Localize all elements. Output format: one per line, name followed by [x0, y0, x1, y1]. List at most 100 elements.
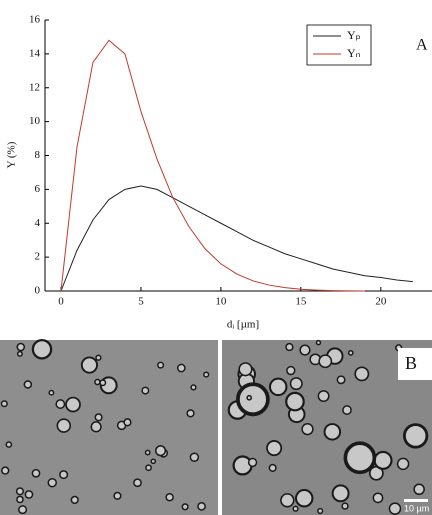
- droplet: [176, 363, 186, 373]
- droplet: [95, 354, 102, 361]
- droplet: [285, 342, 294, 352]
- droplet: [285, 391, 305, 412]
- droplet: [232, 455, 253, 476]
- droplet: [203, 371, 210, 378]
- x-tick-label: 0: [58, 296, 64, 308]
- droplet: [186, 409, 195, 418]
- droplet: [24, 490, 34, 499]
- droplet: [318, 354, 333, 369]
- droplet: [16, 350, 23, 357]
- droplet: [31, 468, 41, 478]
- legend-label: Yₙ: [347, 46, 361, 60]
- series-line: [60, 185, 413, 292]
- droplet: [16, 342, 26, 352]
- y-tick-label: 10: [29, 115, 41, 127]
- droplet: [301, 422, 314, 436]
- y-tick-label: 2: [35, 251, 41, 263]
- droplet: [70, 495, 79, 505]
- droplet: [90, 421, 102, 433]
- droplet: [141, 386, 150, 395]
- droplet: [317, 507, 324, 515]
- droplet: [65, 396, 81, 413]
- droplet: [388, 502, 402, 515]
- droplet: [402, 423, 429, 449]
- droplet: [47, 477, 57, 488]
- panel-label-box: [398, 348, 432, 380]
- droplet: [150, 458, 157, 465]
- droplet: [396, 457, 410, 471]
- droplet: [23, 380, 33, 389]
- droplet: [292, 505, 299, 512]
- droplet: [331, 484, 350, 503]
- droplet: [246, 394, 253, 401]
- legend-box: [306, 24, 372, 66]
- droplet: [373, 450, 393, 470]
- droplet: [294, 488, 314, 508]
- droplet: [59, 470, 69, 480]
- droplet: [144, 449, 151, 456]
- x-tick-label: 20: [375, 296, 387, 308]
- droplet: [48, 389, 55, 396]
- droplet: [268, 377, 288, 397]
- droplet: [55, 399, 66, 409]
- x-axis-label: dᵢ [µm]: [227, 319, 259, 331]
- y-tick-label: 16: [29, 14, 41, 26]
- droplet: [289, 377, 303, 391]
- droplet: [190, 384, 197, 391]
- y-tick-label: 14: [29, 47, 41, 59]
- scale-bar-label: 10 µm: [404, 503, 429, 513]
- droplet: [236, 382, 270, 417]
- droplet: [347, 349, 354, 356]
- droplet: [157, 361, 165, 369]
- y-tick-label: 0: [35, 285, 41, 297]
- droplet: [336, 375, 346, 385]
- series-line: [60, 39, 365, 292]
- droplet: [247, 457, 258, 468]
- y-tick-label: 4: [35, 217, 41, 229]
- droplet: [286, 365, 296, 376]
- x-tick-label: 15: [295, 296, 307, 308]
- droplet: [99, 379, 107, 387]
- droplet: [31, 339, 53, 360]
- droplet: [18, 505, 28, 515]
- droplet: [145, 464, 152, 472]
- droplet: [354, 366, 370, 382]
- y-axis-label: Y (%): [6, 141, 18, 168]
- droplet: [341, 502, 349, 510]
- legend-label: Yₚ: [347, 28, 361, 42]
- droplet: [5, 441, 13, 448]
- panel-label: B: [405, 353, 417, 373]
- droplet: [323, 423, 342, 441]
- droplet: [197, 502, 206, 511]
- droplet: [372, 492, 384, 504]
- droplet: [15, 487, 25, 496]
- droplet: [343, 441, 377, 475]
- droplet: [94, 378, 101, 386]
- droplet: [16, 495, 24, 504]
- droplet: [123, 418, 132, 427]
- droplet: [155, 445, 167, 457]
- droplet: [280, 493, 295, 508]
- y-tick-label: 8: [35, 149, 41, 161]
- droplet: [94, 413, 103, 422]
- droplet: [0, 400, 8, 408]
- y-tick-label: 6: [35, 183, 41, 195]
- panel-label: A: [416, 37, 428, 54]
- droplet: [1, 466, 10, 475]
- micrographs: [0, 339, 432, 515]
- scale-bar: [404, 499, 428, 502]
- droplet: [317, 390, 330, 403]
- droplet: [181, 503, 189, 511]
- droplet: [299, 344, 311, 356]
- droplet: [133, 478, 142, 488]
- droplet: [266, 440, 283, 457]
- droplet: [315, 339, 322, 346]
- y-tick-label: 12: [29, 81, 40, 93]
- droplet: [56, 418, 72, 433]
- x-tick-label: 5: [138, 296, 144, 308]
- x-tick-label: 10: [215, 296, 227, 308]
- droplet: [189, 452, 200, 462]
- droplet: [238, 362, 253, 377]
- droplet: [342, 405, 352, 415]
